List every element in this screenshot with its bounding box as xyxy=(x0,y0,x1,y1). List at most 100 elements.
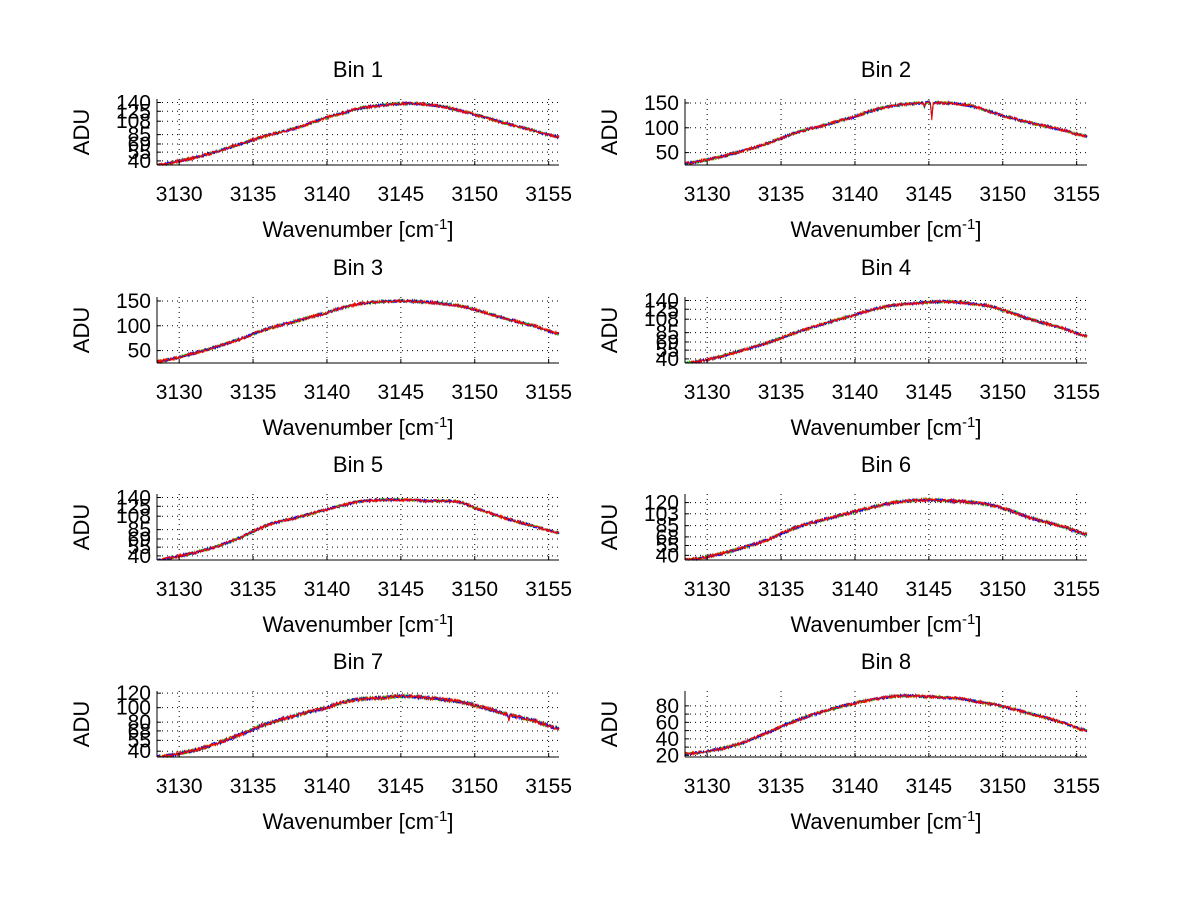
x-tick-label: 3130 xyxy=(156,183,203,206)
x-tick-label: 3135 xyxy=(230,578,277,601)
series-line-4 xyxy=(684,692,1088,757)
series-line-2 xyxy=(685,496,1088,561)
y-tick-label: 55 xyxy=(128,141,151,164)
x-tick-label: 3155 xyxy=(1053,183,1100,206)
y-tick-label: 120 xyxy=(116,682,151,705)
x-axis-label: Wavenumber [cm-1] xyxy=(262,216,453,242)
y-tick-label: 140 xyxy=(116,92,151,115)
subplot-title: Bin 3 xyxy=(333,255,383,280)
series-line-2 xyxy=(156,100,560,166)
x-tick-label: 3150 xyxy=(451,381,498,404)
subplot-title: Bin 8 xyxy=(861,649,911,674)
x-axis-label: Wavenumber [cm-1] xyxy=(790,611,981,637)
x-tick-label: 3130 xyxy=(156,381,203,404)
x-tick-label: 3140 xyxy=(832,381,879,404)
y-tick-label: 50 xyxy=(656,142,679,165)
y-tick-label: 125 xyxy=(116,100,151,123)
y-axis-label: ADU xyxy=(597,109,622,155)
y-tick-label: 85 xyxy=(656,515,679,538)
series-line-2 xyxy=(684,693,1088,756)
series-line-1 xyxy=(156,298,560,364)
y-axis-label: ADU xyxy=(597,307,622,353)
x-tick-label: 3145 xyxy=(906,578,953,601)
x-tick-label: 3145 xyxy=(378,775,425,798)
series-line-3 xyxy=(156,693,560,758)
x-tick-label: 3135 xyxy=(230,775,277,798)
x-tick-label: 3150 xyxy=(979,381,1026,404)
y-tick-label: 69 xyxy=(128,528,151,551)
y-tick-label: 100 xyxy=(116,315,151,338)
x-tick-label: 3155 xyxy=(1053,578,1100,601)
y-tick-label: 68 xyxy=(128,720,151,743)
y-tick-label: 68 xyxy=(656,526,679,549)
x-axis-label: Wavenumber [cm-1] xyxy=(790,414,981,440)
subplot-title: Bin 1 xyxy=(333,57,383,82)
y-tick-label: 150 xyxy=(644,92,679,115)
x-tick-label: 3135 xyxy=(758,183,805,206)
x-tick-label: 3135 xyxy=(230,381,277,404)
series-line-3 xyxy=(684,99,1088,165)
y-tick-label: 55 xyxy=(656,339,679,362)
subplot-title: Bin 7 xyxy=(333,649,383,674)
series-line-4 xyxy=(156,298,560,364)
y-tick-label: 40 xyxy=(128,545,151,568)
series-line-3 xyxy=(684,693,1088,756)
subplot-title: Bin 4 xyxy=(861,255,911,280)
subplot-title: Bin 5 xyxy=(333,452,383,477)
y-tick-label: 40 xyxy=(128,740,151,763)
y-tick-label: 100 xyxy=(116,697,151,720)
x-tick-label: 3130 xyxy=(684,775,731,798)
x-tick-label: 3155 xyxy=(525,578,572,601)
series-line-4 xyxy=(685,299,1088,364)
y-tick-label: 108 xyxy=(644,308,679,331)
x-tick-label: 3155 xyxy=(525,775,572,798)
y-tick-label: 85 xyxy=(128,124,151,147)
x-tick-label: 3130 xyxy=(684,381,731,404)
y-axis-label: ADU xyxy=(597,701,622,747)
x-tick-label: 3150 xyxy=(451,775,498,798)
x-tick-label: 3140 xyxy=(304,381,351,404)
y-tick-label: 108 xyxy=(116,505,151,528)
y-tick-label: 40 xyxy=(656,728,679,751)
series-line-2 xyxy=(684,298,1088,364)
y-axis-label: ADU xyxy=(69,109,94,155)
x-axis-label: Wavenumber [cm-1] xyxy=(262,611,453,637)
x-tick-label: 3135 xyxy=(758,381,805,404)
x-axis-label: Wavenumber [cm-1] xyxy=(790,808,981,834)
y-tick-label: 20 xyxy=(656,744,679,767)
x-tick-label: 3140 xyxy=(304,578,351,601)
x-tick-label: 3150 xyxy=(979,578,1026,601)
y-axis-label: ADU xyxy=(69,307,94,353)
y-tick-label: 40 xyxy=(656,544,679,567)
y-tick-label: 80 xyxy=(656,695,679,718)
y-axis-label: ADU xyxy=(69,701,94,747)
x-tick-label: 3130 xyxy=(156,578,203,601)
series-line-4 xyxy=(156,100,560,167)
y-tick-label: 60 xyxy=(656,711,679,734)
series-line-1 xyxy=(156,693,560,758)
x-tick-label: 3140 xyxy=(832,183,879,206)
series-line-2 xyxy=(684,100,1088,166)
y-tick-label: 55 xyxy=(128,729,151,752)
x-tick-label: 3155 xyxy=(525,381,572,404)
x-tick-label: 3155 xyxy=(1053,381,1100,404)
y-tick-label: 69 xyxy=(656,331,679,354)
y-tick-label: 85 xyxy=(128,519,151,542)
x-tick-label: 3155 xyxy=(525,183,572,206)
series-line-3 xyxy=(684,497,1088,562)
series-line-1 xyxy=(684,100,1088,166)
x-tick-label: 3150 xyxy=(451,578,498,601)
subplot-bin-5: 3130 3135 3140 3145 3150 3155 4055698510812514… xyxy=(69,452,572,637)
y-tick-label: 50 xyxy=(128,340,151,363)
subplot-title: Bin 6 xyxy=(861,452,911,477)
series-line-4 xyxy=(684,496,1088,562)
y-tick-label: 140 xyxy=(644,290,679,313)
x-tick-label: 3145 xyxy=(906,775,953,798)
x-tick-label: 3135 xyxy=(758,578,805,601)
series-line-2 xyxy=(156,297,560,365)
series-line-3 xyxy=(156,497,560,561)
